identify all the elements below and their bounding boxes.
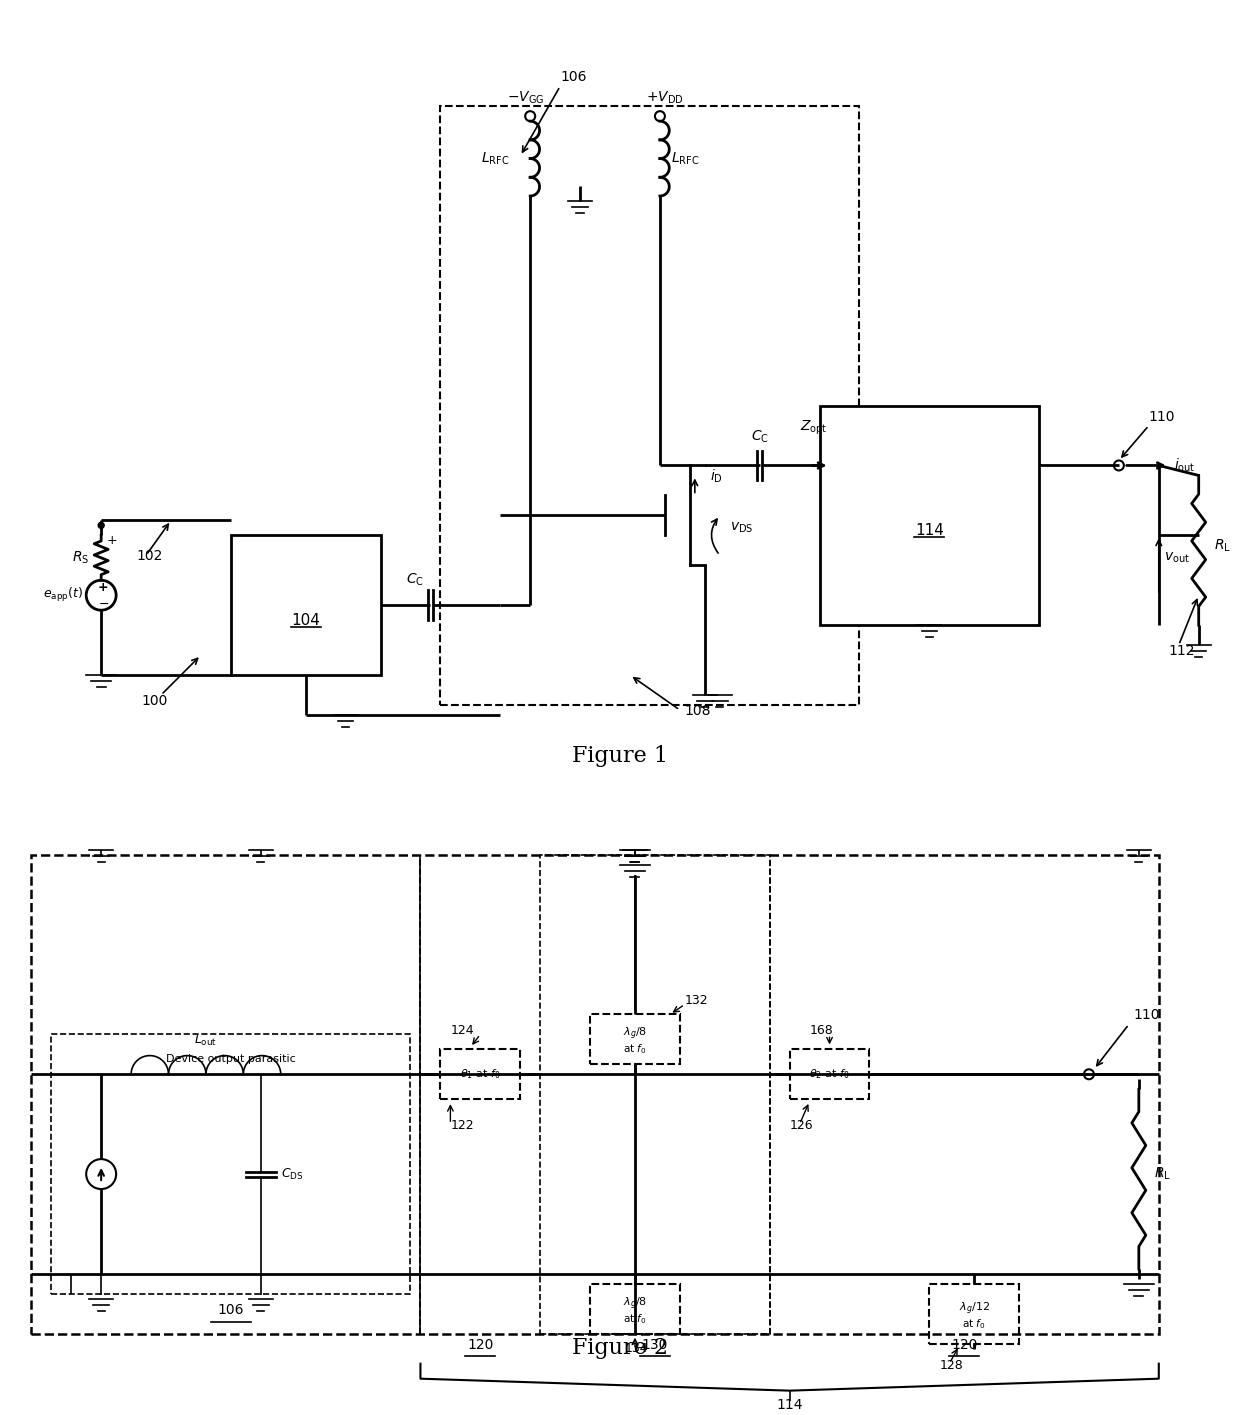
- Text: 132: 132: [684, 995, 708, 1007]
- Text: 100: 100: [141, 693, 167, 708]
- Bar: [440, 1050, 521, 1099]
- Bar: [31, 855, 1159, 1334]
- Text: 106: 106: [560, 71, 587, 85]
- Bar: [929, 1283, 1019, 1344]
- Bar: [440, 106, 859, 705]
- Text: $R_{\rm S}$: $R_{\rm S}$: [72, 549, 89, 566]
- Text: $C_{\rm C}$: $C_{\rm C}$: [407, 572, 424, 587]
- Text: $Z_{\rm opt}$: $Z_{\rm opt}$: [800, 419, 827, 437]
- Bar: [231, 535, 381, 675]
- Text: $v_{\rm DS}$: $v_{\rm DS}$: [730, 521, 753, 535]
- Text: $-V_{\rm GG}$: $-V_{\rm GG}$: [507, 89, 544, 106]
- Text: 134: 134: [625, 1341, 649, 1354]
- Text: 112: 112: [1169, 644, 1195, 658]
- Text: 110: 110: [1133, 1009, 1161, 1023]
- Text: 124: 124: [450, 1024, 474, 1037]
- Text: 114: 114: [776, 1398, 802, 1412]
- Text: 130: 130: [642, 1337, 668, 1351]
- Text: 102: 102: [136, 549, 162, 563]
- Text: $\lambda_g /12$: $\lambda_g /12$: [959, 1300, 990, 1316]
- Text: 106: 106: [218, 1303, 244, 1317]
- Text: $C_{\rm DS}$: $C_{\rm DS}$: [280, 1166, 304, 1182]
- Bar: [590, 1283, 680, 1334]
- Text: $i_{\rm out}$: $i_{\rm out}$: [1174, 457, 1195, 474]
- Text: Figure 2: Figure 2: [572, 1337, 668, 1358]
- Text: $C_{\rm C}$: $C_{\rm C}$: [750, 429, 769, 444]
- Circle shape: [98, 522, 104, 528]
- Text: $+V_{\rm DD}$: $+V_{\rm DD}$: [646, 89, 683, 106]
- Text: 104: 104: [291, 613, 320, 628]
- Bar: [51, 1034, 410, 1293]
- Text: $\lambda_g /8$: $\lambda_g /8$: [622, 1295, 647, 1312]
- Text: $v_{\rm out}$: $v_{\rm out}$: [1164, 550, 1189, 565]
- Text: at $f_0$: at $f_0$: [624, 1043, 647, 1056]
- Text: at $f_0$: at $f_0$: [962, 1317, 986, 1330]
- Text: Device output parasitic: Device output parasitic: [166, 1054, 296, 1064]
- Bar: [590, 1015, 680, 1064]
- Bar: [790, 1050, 869, 1099]
- Text: 122: 122: [450, 1119, 474, 1132]
- Text: at $f_0$: at $f_0$: [624, 1312, 647, 1326]
- Text: +: +: [107, 533, 117, 546]
- Text: $R_{\rm L}$: $R_{\rm L}$: [1214, 538, 1230, 553]
- Text: $-$: $-$: [98, 597, 109, 610]
- Text: 168: 168: [810, 1024, 833, 1037]
- Text: $L_{\rm RFC}$: $L_{\rm RFC}$: [481, 150, 510, 167]
- Text: $L_{\rm RFC}$: $L_{\rm RFC}$: [671, 150, 699, 167]
- Text: 128: 128: [939, 1358, 963, 1371]
- Text: 114: 114: [915, 524, 944, 538]
- Text: Figure 1: Figure 1: [572, 744, 668, 767]
- Text: $\theta_1$ at $f_0$: $\theta_1$ at $f_0$: [460, 1067, 501, 1081]
- Text: 120: 120: [951, 1337, 977, 1351]
- Bar: [541, 855, 770, 1334]
- Text: $L_{\rm out}$: $L_{\rm out}$: [195, 1033, 217, 1049]
- Text: 110: 110: [1148, 409, 1176, 423]
- Text: 120: 120: [467, 1337, 494, 1351]
- Text: $R_{\rm L}$: $R_{\rm L}$: [1153, 1166, 1171, 1183]
- Text: $i_{\rm D}$: $i_{\rm D}$: [709, 467, 723, 485]
- Text: +: +: [98, 580, 108, 594]
- Text: 126: 126: [790, 1119, 813, 1132]
- Text: $\theta_2$ at $f_0$: $\theta_2$ at $f_0$: [810, 1067, 849, 1081]
- Text: 108: 108: [684, 705, 712, 717]
- Bar: [820, 406, 1039, 625]
- Text: $\lambda_g /8$: $\lambda_g /8$: [622, 1026, 647, 1043]
- Text: $e_{\rm app}(t)$: $e_{\rm app}(t)$: [43, 586, 83, 604]
